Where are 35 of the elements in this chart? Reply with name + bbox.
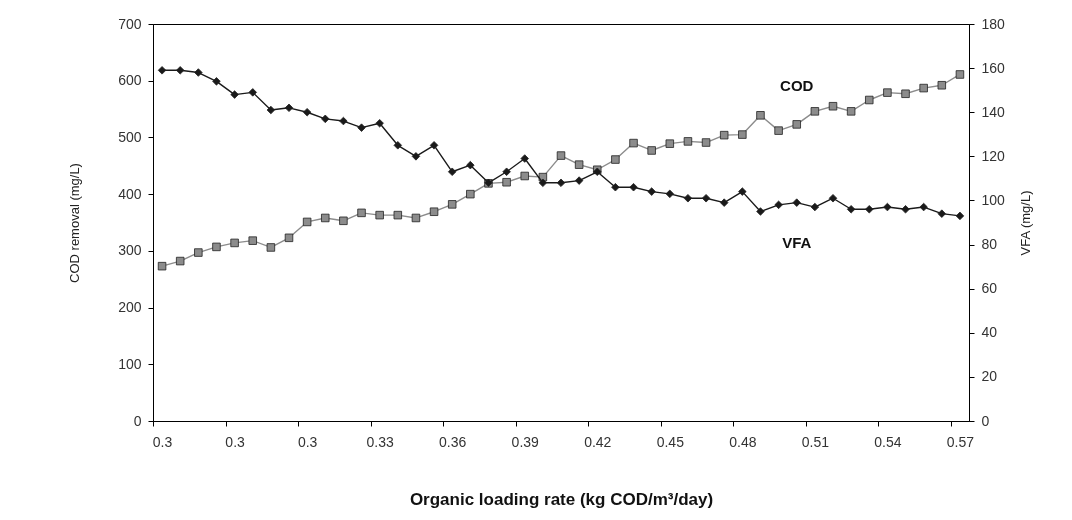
y2-tick-label: 100	[981, 191, 1006, 208]
x-tick-label: 0.36	[439, 433, 467, 450]
x-tick-label: 0.3	[152, 433, 173, 450]
y2-tick-label: 0	[981, 412, 990, 429]
y-tick-label: 200	[118, 299, 142, 316]
y2-tick-label: 180	[981, 15, 1006, 32]
y-tick-label: 400	[118, 185, 142, 202]
y-tick-label: 500	[118, 128, 142, 145]
y2-tick-label: 20	[981, 368, 998, 385]
y2-axis-title: VFA (mg/L)	[1017, 190, 1033, 256]
y-tick-label: 300	[118, 242, 142, 259]
x-axis-title: Organic loading rate (kg COD/m³/day)	[409, 489, 714, 509]
y2-tick-label: 60	[981, 280, 998, 297]
y2-tick-label: 40	[981, 324, 998, 341]
y-tick-label: 700	[118, 15, 142, 32]
y2-tick-label: 140	[981, 103, 1006, 120]
x-tick-label: 0.33	[366, 433, 394, 450]
y2-tick-label: 80	[981, 236, 998, 253]
x-tick-label: 0.45	[656, 433, 685, 450]
x-tick-label: 0.3	[297, 433, 318, 450]
y-axis-title: COD removal (mg/L)	[67, 163, 83, 283]
series-label: COD	[780, 77, 814, 95]
x-tick-label: 0.42	[584, 433, 612, 450]
x-tick-label: 0.48	[729, 433, 757, 450]
x-tick-label: 0.57	[946, 433, 975, 450]
x-tick-label: 0.39	[511, 433, 540, 450]
x-tick-label: 0.51	[801, 433, 830, 450]
y2-tick-label: 120	[981, 147, 1006, 164]
y2-tick-label: 160	[981, 59, 1006, 76]
y-tick-label: 600	[118, 72, 142, 89]
y-tick-label: 0	[133, 412, 142, 429]
x-tick-label: 0.54	[874, 433, 902, 450]
y-tick-label: 100	[118, 355, 142, 372]
series-label: VFA	[782, 233, 812, 251]
x-tick-label: 0.3	[225, 433, 246, 450]
